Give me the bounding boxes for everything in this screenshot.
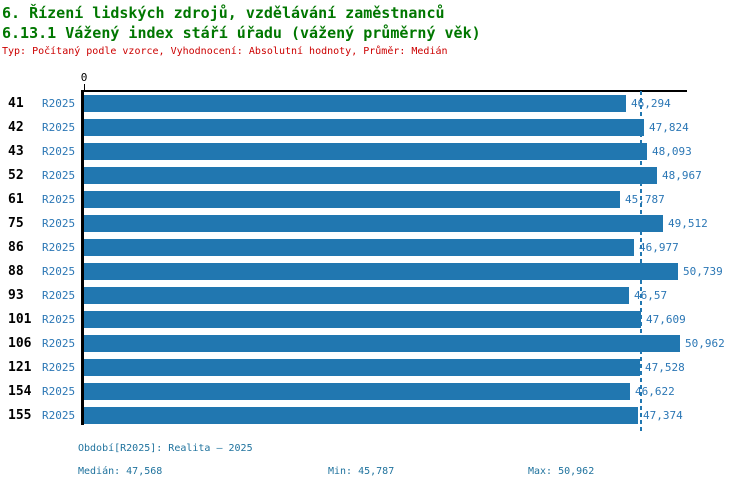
row-category-label: 106 bbox=[8, 336, 32, 351]
row-category-label: 42 bbox=[8, 120, 24, 135]
row-period-label: R2025 bbox=[42, 337, 76, 350]
row-category-label: 88 bbox=[8, 264, 24, 279]
bar bbox=[84, 359, 640, 376]
bar bbox=[84, 143, 647, 160]
bar-value-label: 46,622 bbox=[635, 385, 675, 398]
row-period-label: R2025 bbox=[42, 313, 76, 326]
row-period-label: R2025 bbox=[42, 217, 76, 230]
row-category-label: 61 bbox=[8, 192, 24, 207]
row-period-label: R2025 bbox=[42, 121, 76, 134]
bar bbox=[84, 407, 638, 424]
bar-value-label: 50,739 bbox=[683, 265, 723, 278]
row-category-label: 154 bbox=[8, 384, 32, 399]
row-period-label: R2025 bbox=[42, 385, 76, 398]
bar bbox=[84, 287, 629, 304]
row-category-label: 41 bbox=[8, 96, 24, 111]
row-category-label: 75 bbox=[8, 216, 24, 231]
bar-value-label: 45,787 bbox=[625, 193, 665, 206]
chart-section-title: 6. Řízení lidských zdrojů, vzdělávání za… bbox=[2, 4, 445, 22]
bar bbox=[84, 215, 663, 232]
x-axis-zero-tick-label: 0 bbox=[80, 71, 88, 84]
chart-indicator-title: 6.13.1 Vážený index stáří úřadu (vážený … bbox=[2, 24, 481, 42]
footer-median-label: Medián: 47,568 bbox=[78, 466, 163, 477]
median-reference-line bbox=[640, 91, 642, 431]
bar-value-label: 47,609 bbox=[646, 313, 686, 326]
row-category-label: 93 bbox=[8, 288, 24, 303]
chart-subtitle: Typ: Počítaný podle vzorce, Vyhodnocení:… bbox=[2, 46, 448, 57]
row-period-label: R2025 bbox=[42, 409, 76, 422]
bar-value-label: 47,374 bbox=[643, 409, 683, 422]
row-period-label: R2025 bbox=[42, 361, 76, 374]
row-period-label: R2025 bbox=[42, 289, 76, 302]
row-period-label: R2025 bbox=[42, 97, 76, 110]
row-category-label: 101 bbox=[8, 312, 32, 327]
bar-value-label: 46,977 bbox=[639, 241, 679, 254]
bar-value-label: 49,512 bbox=[668, 217, 708, 230]
footer-period-label: Období[R2025]: Realita – 2025 bbox=[78, 443, 253, 454]
x-axis-zero-tick-mark bbox=[84, 84, 85, 91]
bar bbox=[84, 311, 641, 328]
bar-value-label: 46,57 bbox=[634, 289, 668, 302]
bar-value-label: 50,962 bbox=[685, 337, 725, 350]
bar-value-label: 47,528 bbox=[645, 361, 685, 374]
bar bbox=[84, 263, 678, 280]
bar bbox=[84, 383, 630, 400]
bar bbox=[84, 191, 620, 208]
bar-value-label: 48,093 bbox=[652, 145, 692, 158]
row-period-label: R2025 bbox=[42, 265, 76, 278]
bar-value-label: 46,294 bbox=[631, 97, 671, 110]
x-axis-line bbox=[84, 90, 687, 92]
bar bbox=[84, 119, 644, 136]
row-period-label: R2025 bbox=[42, 145, 76, 158]
footer-min-label: Min: 45,787 bbox=[328, 466, 395, 477]
bar bbox=[84, 335, 680, 352]
row-category-label: 43 bbox=[8, 144, 24, 159]
bar-value-label: 47,824 bbox=[649, 121, 689, 134]
row-period-label: R2025 bbox=[42, 169, 76, 182]
row-category-label: 52 bbox=[8, 168, 24, 183]
row-category-label: 86 bbox=[8, 240, 24, 255]
bar bbox=[84, 167, 657, 184]
bar bbox=[84, 95, 626, 112]
row-category-label: 155 bbox=[8, 408, 32, 423]
bar-value-label: 48,967 bbox=[662, 169, 702, 182]
row-category-label: 121 bbox=[8, 360, 32, 375]
footer-max-label: Max: 50,962 bbox=[528, 466, 595, 477]
y-axis-line bbox=[81, 90, 84, 425]
bar bbox=[84, 239, 634, 256]
row-period-label: R2025 bbox=[42, 241, 76, 254]
row-period-label: R2025 bbox=[42, 193, 76, 206]
